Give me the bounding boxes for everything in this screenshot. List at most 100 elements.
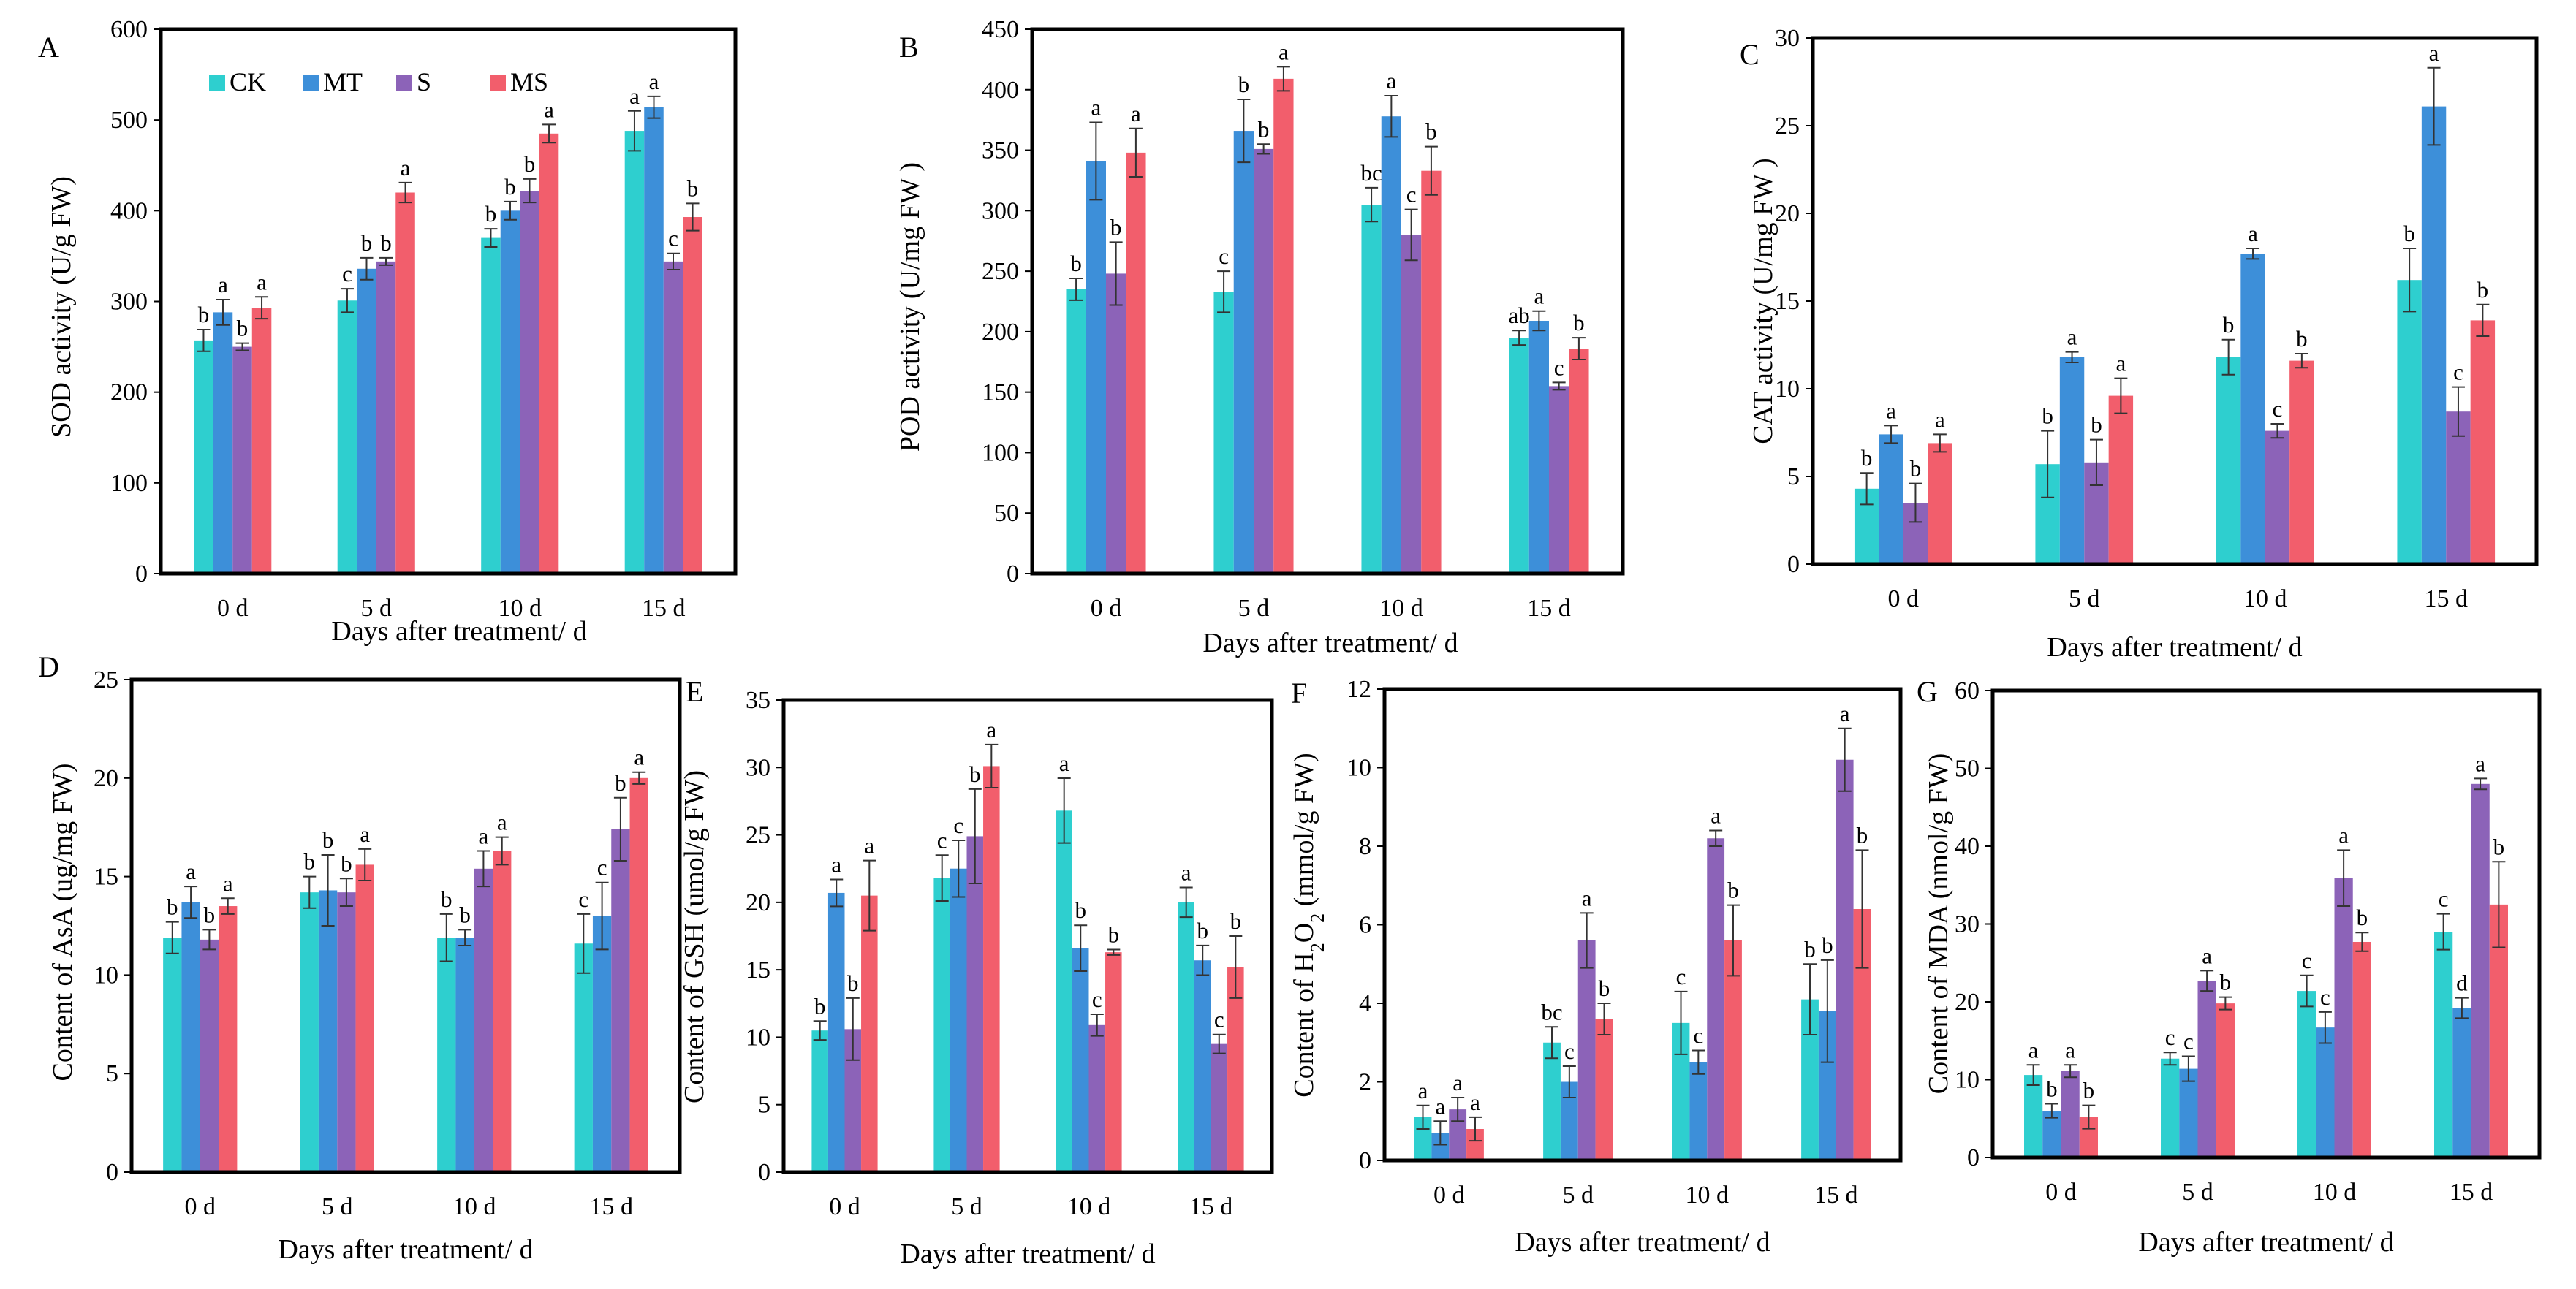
x-tick-label: 10 d <box>1067 1193 1111 1220</box>
bar-ck <box>1178 902 1194 1172</box>
x-tick-label: 0 d <box>1433 1182 1465 1209</box>
bar-s <box>663 261 683 574</box>
bar-mt <box>827 892 845 1172</box>
significance-label: c <box>2439 886 2449 912</box>
panel-letter: A <box>38 31 59 64</box>
bar-ck <box>1672 1022 1690 1160</box>
significance-label: bc <box>1360 160 1382 186</box>
y-tick-label: 100 <box>982 439 1019 466</box>
y-tick-label: 200 <box>982 319 1019 346</box>
significance-label: b <box>2046 1076 2058 1102</box>
x-tick-label: 10 d <box>2243 585 2287 612</box>
bar-ck <box>1361 205 1382 574</box>
significance-label: b <box>1197 918 1208 943</box>
bar-mt <box>1528 320 1549 574</box>
bar-mt <box>1086 161 1106 574</box>
y-tick-label: 0 <box>106 1159 118 1186</box>
bar-mt <box>1431 1133 1450 1160</box>
significance-label: a <box>401 155 411 180</box>
significance-label: a <box>1386 68 1396 94</box>
significance-label: a <box>2248 221 2258 246</box>
x-tick-label: 15 d <box>2450 1179 2493 1206</box>
x-tick-label: 0 d <box>1091 595 1122 622</box>
x-axis-label: Days after treatment/ d <box>1515 1227 1770 1258</box>
significance-label: b <box>459 902 471 927</box>
y-tick-label: 0 <box>135 560 148 588</box>
significance-label: a <box>1435 1093 1445 1119</box>
bar-ms <box>219 906 238 1172</box>
significance-label: a <box>1091 94 1101 120</box>
y-tick-label: 20 <box>94 765 118 792</box>
y-axis-label: POD activity (U/mg FW ) <box>895 162 925 452</box>
x-tick-label: 0 d <box>1888 585 1920 612</box>
bar-ms <box>539 133 559 574</box>
significance-label: c <box>578 886 588 912</box>
significance-label: b <box>1258 116 1270 142</box>
significance-label: b <box>1727 878 1739 903</box>
y-tick-label: 20 <box>746 889 770 916</box>
significance-label: b <box>1804 936 1816 962</box>
significance-label: b <box>2220 970 2232 995</box>
panel-b: B 0 50 100 150 200 250 300 350 400 450 POD activity… <box>895 16 1625 658</box>
bar-s <box>1549 386 1569 574</box>
significance-label: a <box>2065 1037 2075 1062</box>
bar-ck <box>163 938 182 1172</box>
significance-label: a <box>1181 860 1192 886</box>
legend-swatch-ms <box>490 75 506 91</box>
bar-ms <box>1724 940 1742 1160</box>
y-axis-label: Content of MDA (nmol/g FW) <box>1923 753 1954 1095</box>
bar-mt <box>1194 960 1211 1172</box>
bar-ms <box>2108 395 2134 564</box>
bar-mt <box>181 902 200 1172</box>
x-tick-label: 0 d <box>2045 1179 2077 1206</box>
significance-label: a <box>1582 885 1592 910</box>
y-tick-label: 20 <box>1775 200 1800 227</box>
panel-e: E 0 5 10 15 20 25 30 35 Content of GSH (umol/g FW… <box>679 675 1274 1269</box>
x-tick-label: 0 d <box>829 1193 860 1220</box>
y-tick-label: 10 <box>94 962 118 989</box>
bar-ck <box>300 892 319 1172</box>
bar-mt <box>2240 254 2265 564</box>
bar-ms <box>1273 78 1294 574</box>
x-tick-label: 5 d <box>361 595 393 622</box>
significance-label: b <box>847 970 859 996</box>
significance-label: c <box>953 813 963 838</box>
x-tick-label: 5 d <box>2069 585 2100 612</box>
bar-s <box>1707 838 1725 1160</box>
legend-swatch-ck <box>209 75 225 91</box>
legend-swatch-s <box>396 75 412 91</box>
y-tick-label: 60 <box>1955 677 1980 704</box>
plot-frame <box>159 27 738 576</box>
significance-label: c <box>937 827 947 853</box>
significance-label: b <box>2223 312 2235 338</box>
y-tick-label: 10 <box>1346 755 1371 782</box>
x-axis-label: Days after treatment/ d <box>900 1239 1155 1269</box>
bar-s <box>474 868 493 1172</box>
x-tick-label: 5 d <box>1238 595 1270 622</box>
bar-ck <box>1056 810 1072 1172</box>
legend-label-mt: MT <box>323 67 363 96</box>
bar-mt <box>2179 1068 2198 1157</box>
bar-mt <box>1818 1011 1836 1160</box>
bar-ck <box>2216 357 2241 564</box>
bar-ms <box>1126 152 1146 574</box>
bar-s <box>2061 1071 2080 1157</box>
bar-s <box>232 346 252 574</box>
panel-d: D 0 5 10 15 20 25 Content of AsA (ug/mg FW) Days… <box>38 650 682 1265</box>
bar-s <box>1211 1043 1228 1172</box>
significance-label: b <box>380 230 392 256</box>
significance-label: c <box>1219 243 1229 269</box>
significance-label: a <box>479 824 489 849</box>
bar-ck <box>1801 999 1819 1160</box>
significance-label: b <box>524 151 536 177</box>
significance-label: a <box>2475 750 2485 776</box>
bar-s <box>200 939 219 1172</box>
significance-label: a <box>1886 398 1896 423</box>
y-tick-label: 300 <box>110 289 148 316</box>
y-tick-label: 5 <box>106 1060 118 1087</box>
bar-ms <box>2216 1003 2235 1157</box>
significance-label: d <box>2456 970 2468 996</box>
significance-label: c <box>2273 396 2283 422</box>
bar-mt <box>1233 131 1254 574</box>
significance-label: a <box>629 83 640 109</box>
